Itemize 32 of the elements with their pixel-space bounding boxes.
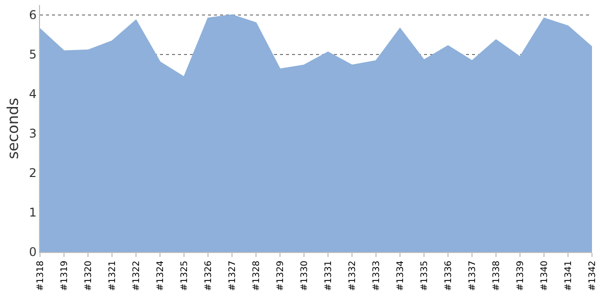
y-tick-label: 2 [28, 166, 37, 180]
x-tick-label: #1318 [36, 260, 46, 292]
x-tick-label: #1320 [84, 260, 94, 292]
x-tick-label: #1319 [60, 260, 70, 292]
x-tick-label: #1336 [444, 260, 454, 292]
x-tick-label: #1332 [348, 260, 358, 292]
x-tick-label: #1331 [324, 260, 334, 292]
x-tick-label: #1337 [468, 260, 478, 292]
y-tick-label: 0 [28, 245, 37, 260]
y-tick-label: 4 [28, 87, 37, 102]
x-tick-label: #1325 [180, 260, 190, 292]
y-tick-label: 6 [28, 8, 37, 22]
y-tick-label: 1 [28, 206, 37, 220]
x-tick-label: #1324 [156, 260, 166, 292]
y-tick-label: 3 [28, 126, 37, 141]
x-tick-label: #1321 [108, 260, 118, 292]
x-tick-label: #1333 [372, 260, 382, 292]
x-tick-label: #1341 [564, 260, 574, 292]
x-tick-label: #1326 [204, 260, 214, 292]
y-tick-label: 5 [28, 48, 37, 62]
x-tick-label: #1335 [420, 260, 430, 292]
x-tick-label: #1327 [228, 260, 238, 292]
x-tick-label: #1340 [540, 260, 550, 292]
x-tick-label: #1342 [588, 260, 598, 292]
x-tick-label: #1329 [276, 260, 286, 292]
x-tick-label: #1328 [252, 260, 262, 292]
x-tick-label: #1339 [516, 260, 526, 292]
x-tick-label: #1334 [396, 260, 406, 292]
x-tick-label: #1322 [132, 260, 142, 292]
x-tick-label: #1330 [300, 260, 310, 292]
x-tick-label: #1338 [492, 260, 502, 292]
y-axis-title: seconds [4, 98, 22, 160]
